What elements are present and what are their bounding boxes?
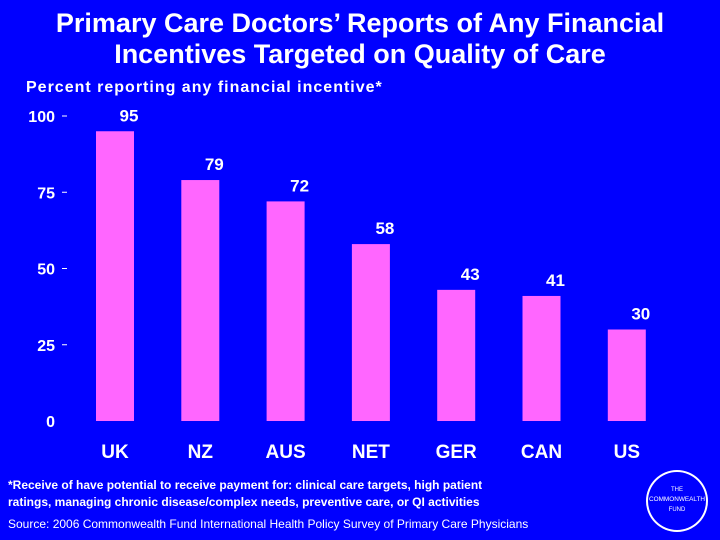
footnote: *Receive of have potential to receive pa… — [8, 477, 588, 511]
commonwealth-fund-logo: THE COMMONWEALTH FUND — [646, 470, 708, 532]
data-label: 41 — [546, 271, 565, 290]
category-label: NZ — [188, 442, 214, 463]
footnote-line2: ratings, managing chronic disease/comple… — [8, 495, 480, 509]
source-note: Source: 2006 Commonwealth Fund Internati… — [8, 517, 529, 531]
bar-aus — [266, 201, 305, 421]
data-label: 30 — [631, 305, 650, 324]
data-label: 43 — [461, 265, 480, 284]
bar-ger — [437, 289, 476, 421]
y-axis-title: Percent reporting any financial incentiv… — [26, 79, 383, 96]
footnote-line1: *Receive of have potential to receive pa… — [8, 478, 483, 492]
category-label: AUS — [266, 442, 306, 463]
logo-text-line3: FUND — [669, 507, 686, 513]
data-label: 72 — [290, 176, 309, 195]
y-tick-label: 100 — [28, 109, 55, 126]
logo-text-line2: COMMONWEALTH — [649, 496, 705, 503]
chart-title: Primary Care Doctors’ Reports of Any Fin… — [0, 8, 720, 70]
logo-text-line1: THE — [671, 487, 683, 493]
category-label: US — [614, 442, 640, 463]
y-tick-label: 25 — [37, 338, 55, 355]
category-label: CAN — [521, 442, 562, 463]
bar-us — [607, 329, 646, 421]
logo-inner-circle — [648, 472, 706, 530]
y-tick-label: 0 — [46, 414, 55, 431]
data-label: 95 — [120, 106, 139, 125]
bar-uk — [96, 131, 134, 421]
category-label: GER — [436, 442, 477, 463]
category-label: NET — [352, 442, 390, 463]
data-label: 58 — [375, 219, 394, 238]
y-tick-label: 50 — [37, 262, 55, 279]
chart-title-line1: Primary Care Doctors’ Reports of Any Fin… — [55, 8, 665, 38]
bar-nz — [181, 180, 220, 421]
y-tick-label: 75 — [37, 185, 55, 202]
data-label: 79 — [205, 155, 224, 174]
category-label: UK — [101, 442, 129, 463]
chart-title-line2: Incentives Targeted on Quality of Care — [114, 39, 606, 69]
bar-net — [351, 244, 390, 421]
bar-can — [522, 295, 561, 421]
